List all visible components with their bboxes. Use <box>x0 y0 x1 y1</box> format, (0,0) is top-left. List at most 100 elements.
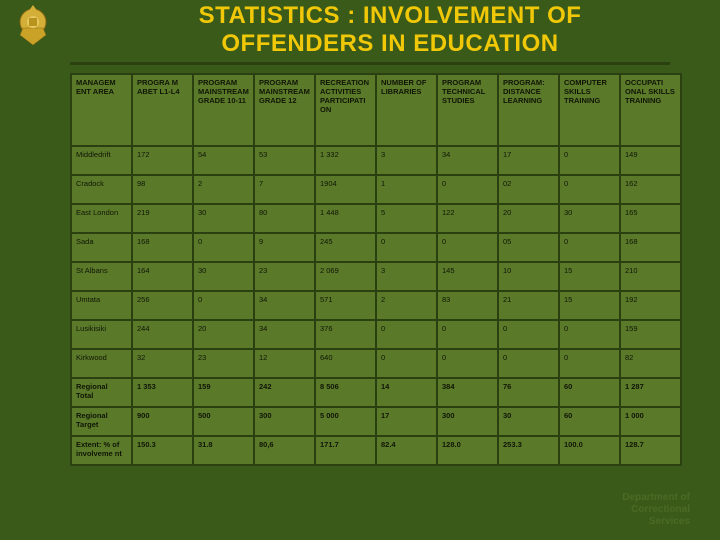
table-cell: 171.7 <box>315 436 376 465</box>
table-cell: 162 <box>620 175 681 204</box>
table-cell: 83 <box>437 291 498 320</box>
table-cell: 3 <box>376 146 437 175</box>
table-cell: 54 <box>193 146 254 175</box>
table-cell: 02 <box>498 175 559 204</box>
table-cell: 100.0 <box>559 436 620 465</box>
table-cell: 1 <box>376 175 437 204</box>
education-stats-table: MANAGEM ENT AREA PROGRA M ABET L1-L4 PRO… <box>70 73 682 466</box>
table-cell: 2 <box>193 175 254 204</box>
table-cell: 300 <box>437 407 498 436</box>
table-cell: 0 <box>559 233 620 262</box>
table-cell: St Albans <box>71 262 132 291</box>
table-cell: 0 <box>437 175 498 204</box>
table-cell: 7 <box>254 175 315 204</box>
page-title: STATISTICS : INVOLVEMENT OF OFFENDERS IN… <box>0 0 720 62</box>
table-header-row: MANAGEM ENT AREA PROGRA M ABET L1-L4 PRO… <box>71 74 681 146</box>
table-cell: 30 <box>498 407 559 436</box>
col-distance: PROGRAM: DISTANCE LEARNING <box>498 74 559 146</box>
table-cell: 14 <box>376 378 437 407</box>
title-line-2: OFFENDERS IN EDUCATION <box>221 30 558 57</box>
table-cell: 253.3 <box>498 436 559 465</box>
table-cell: 219 <box>132 204 193 233</box>
table-row: Regional Target9005003005 0001730030601 … <box>71 407 681 436</box>
table-cell: 159 <box>620 320 681 349</box>
table-cell: 1904 <box>315 175 376 204</box>
crest-logo <box>8 0 58 50</box>
department-watermark: Department of Correctional Services <box>622 492 690 528</box>
table-cell: 80,6 <box>254 436 315 465</box>
table-row: Umtata2560345712832115192 <box>71 291 681 320</box>
col-abet: PROGRA M ABET L1-L4 <box>132 74 193 146</box>
table-cell: 376 <box>315 320 376 349</box>
table-cell: 149 <box>620 146 681 175</box>
table-row: Extent: % of involveme nt150.331.880,617… <box>71 436 681 465</box>
table-cell: 1 287 <box>620 378 681 407</box>
table-cell: 242 <box>254 378 315 407</box>
table-cell: 98 <box>132 175 193 204</box>
table-cell: 3 <box>376 262 437 291</box>
table-cell: Regional Target <box>71 407 132 436</box>
title-line-1: STATISTICS : INVOLVEMENT OF <box>199 2 582 29</box>
table-cell: 172 <box>132 146 193 175</box>
table-cell: 165 <box>620 204 681 233</box>
table-cell: 23 <box>193 349 254 378</box>
table-cell: 60 <box>559 407 620 436</box>
table-cell: East London <box>71 204 132 233</box>
table-cell: 05 <box>498 233 559 262</box>
table-cell: 34 <box>254 320 315 349</box>
table-cell: 0 <box>376 233 437 262</box>
table-cell: 1 353 <box>132 378 193 407</box>
table-cell: 30 <box>559 204 620 233</box>
table-cell: 23 <box>254 262 315 291</box>
table-cell: 0 <box>193 233 254 262</box>
table-cell: Middledrift <box>71 146 132 175</box>
table-cell: 15 <box>559 291 620 320</box>
table-cell: 0 <box>559 349 620 378</box>
table-cell: 210 <box>620 262 681 291</box>
table-cell: Lusikisiki <box>71 320 132 349</box>
table-cell: 145 <box>437 262 498 291</box>
table-cell: 0 <box>559 146 620 175</box>
table-cell: 17 <box>498 146 559 175</box>
table-cell: 82 <box>620 349 681 378</box>
table-row: Middledrift17254531 332334170149 <box>71 146 681 175</box>
table-cell: 32 <box>132 349 193 378</box>
table-cell: 20 <box>498 204 559 233</box>
table-cell: 31.8 <box>193 436 254 465</box>
table-cell: Sada <box>71 233 132 262</box>
col-grade-10-11: PROGRAM MAINSTREAM GRADE 10-11 <box>193 74 254 146</box>
col-computer: COMPUTER SKILLS TRAINING <box>559 74 620 146</box>
table-cell: 500 <box>193 407 254 436</box>
table-row: Lusikisiki24420343760000159 <box>71 320 681 349</box>
table-cell: 0 <box>498 320 559 349</box>
table-cell: 34 <box>437 146 498 175</box>
table-cell: Regional Total <box>71 378 132 407</box>
table-cell: 150.3 <box>132 436 193 465</box>
table-cell: 122 <box>437 204 498 233</box>
col-grade-12: PROGRAM MAINSTREAM GRADE 12 <box>254 74 315 146</box>
table-cell: 15 <box>559 262 620 291</box>
col-libraries: NUMBER OF LIBRARIES <box>376 74 437 146</box>
table-cell: 82.4 <box>376 436 437 465</box>
table-cell: 0 <box>376 349 437 378</box>
table-cell: 0 <box>437 349 498 378</box>
table-cell: Umtata <box>71 291 132 320</box>
table-row: St Albans16430232 06931451015210 <box>71 262 681 291</box>
table-cell: 80 <box>254 204 315 233</box>
table-cell: 5 <box>376 204 437 233</box>
watermark-line-1: Department of <box>622 492 690 504</box>
table-cell: 571 <box>315 291 376 320</box>
table-row: Kirkwood322312640000082 <box>71 349 681 378</box>
table-cell: 192 <box>620 291 681 320</box>
table-cell: 244 <box>132 320 193 349</box>
table-cell: Cradock <box>71 175 132 204</box>
table-row: Cradock9827190410020162 <box>71 175 681 204</box>
table-cell: Kirkwood <box>71 349 132 378</box>
watermark-line-3: Services <box>622 516 690 528</box>
table-container: MANAGEM ENT AREA PROGRA M ABET L1-L4 PRO… <box>0 65 720 466</box>
col-management-area: MANAGEM ENT AREA <box>71 74 132 146</box>
table-cell: 30 <box>193 262 254 291</box>
table-cell: 128.7 <box>620 436 681 465</box>
table-cell: 168 <box>620 233 681 262</box>
table-cell: 60 <box>559 378 620 407</box>
